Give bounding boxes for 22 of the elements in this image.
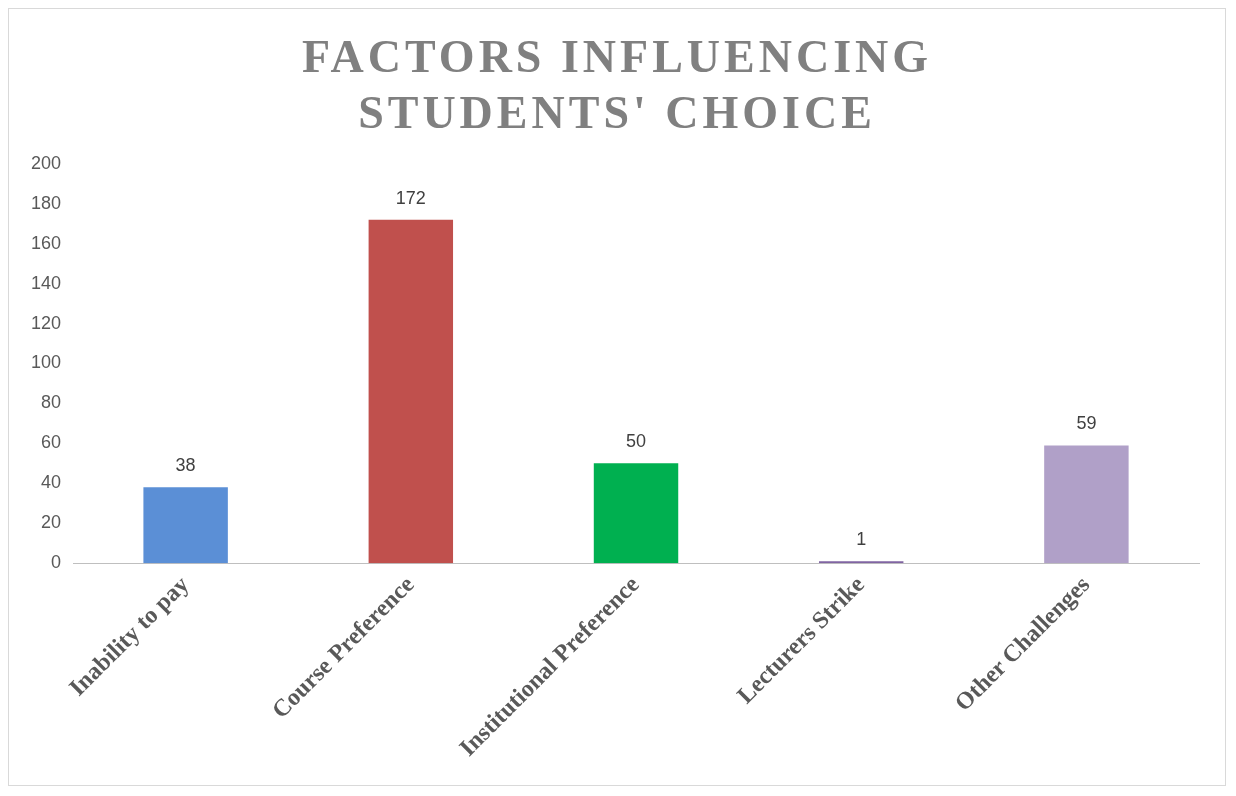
y-tick-label: 80 bbox=[41, 392, 62, 413]
data-label: 59 bbox=[1076, 413, 1097, 434]
chart-title: FACTORS INFLUENCING STUDENTS' CHOICE bbox=[300, 30, 934, 140]
bar bbox=[143, 487, 228, 564]
data-label: 1 bbox=[856, 529, 867, 550]
bar bbox=[368, 219, 454, 564]
y-tick-label: 140 bbox=[30, 272, 62, 293]
data-label: 38 bbox=[175, 455, 196, 476]
y-tick-label: 200 bbox=[30, 152, 62, 173]
y-tick-label: 20 bbox=[41, 512, 62, 533]
y-tick-label: 160 bbox=[30, 232, 62, 253]
bar bbox=[818, 561, 904, 564]
data-label: 50 bbox=[626, 431, 647, 452]
y-tick-label: 60 bbox=[41, 432, 62, 453]
y-tick-label: 40 bbox=[41, 472, 62, 493]
y-tick-label: 120 bbox=[30, 312, 62, 333]
y-tick-label: 180 bbox=[30, 192, 62, 213]
bar bbox=[593, 463, 679, 564]
data-label: 172 bbox=[395, 187, 426, 208]
y-tick-label: 0 bbox=[51, 552, 62, 573]
y-tick-label: 100 bbox=[30, 352, 62, 373]
bar bbox=[1044, 445, 1129, 564]
